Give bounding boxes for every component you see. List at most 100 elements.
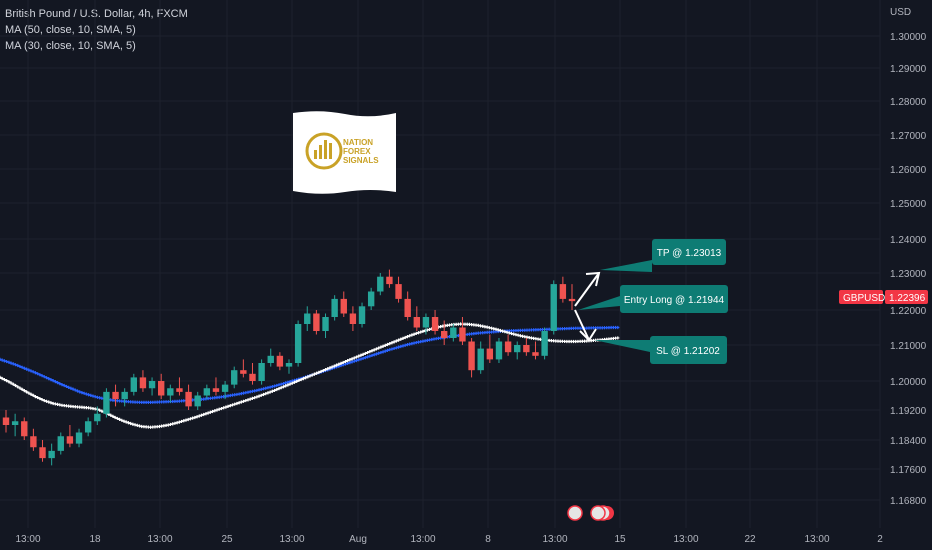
entry-callout-label: Entry Long @ 1.21944 xyxy=(624,295,725,306)
ma30-point xyxy=(261,392,266,397)
ma30-point xyxy=(235,401,239,406)
ma30-point xyxy=(494,327,498,331)
candle xyxy=(21,417,28,440)
candle xyxy=(185,384,192,410)
ma30-point xyxy=(0,375,2,379)
ma50-point xyxy=(7,360,11,364)
ma50-point xyxy=(403,343,407,347)
ma50-point xyxy=(47,377,51,381)
ma50-point xyxy=(401,344,405,348)
uk-flag-event-icon[interactable] xyxy=(590,505,606,521)
ma30-point xyxy=(385,342,390,347)
candle xyxy=(386,269,393,288)
entry-callout[interactable]: Entry Long @ 1.21944 xyxy=(578,285,728,313)
ma30-point xyxy=(2,377,7,382)
ma50-point xyxy=(377,351,381,355)
us-flag-event-icon[interactable] xyxy=(567,505,583,521)
price-axis[interactable]: USD 1.30000 1.29000 1.28000 1.27000 1.26000 1… xyxy=(890,7,927,507)
ma50-point xyxy=(348,361,352,365)
ma30-point xyxy=(224,405,228,409)
candle xyxy=(66,425,74,448)
ma30-point xyxy=(394,339,398,343)
candle xyxy=(304,306,311,331)
ma50-point xyxy=(394,346,398,350)
y-tick-label: 1.18400 xyxy=(890,436,927,447)
ma30-point xyxy=(370,349,374,353)
ma50-point xyxy=(69,386,73,390)
candle xyxy=(431,310,439,335)
candle xyxy=(267,348,274,367)
ma30-point xyxy=(381,344,385,348)
ma30-point xyxy=(288,382,292,386)
ma30-point xyxy=(226,404,230,408)
ma30-point xyxy=(5,379,9,383)
ma30-point xyxy=(308,374,312,378)
ma30-point xyxy=(7,380,11,384)
ma30-point xyxy=(379,345,383,349)
candle xyxy=(313,310,320,335)
ma50-point xyxy=(286,380,290,384)
ma30-point xyxy=(255,395,259,399)
ma30-point xyxy=(18,386,22,390)
ma30-point xyxy=(377,346,381,350)
y-tick-label: 1.26000 xyxy=(890,165,927,176)
candle xyxy=(514,341,521,360)
ma30-point xyxy=(507,331,511,335)
price-badge-symbol: GBPUSD xyxy=(843,293,885,304)
candle xyxy=(559,276,567,303)
ma30-point xyxy=(343,359,348,364)
ma30-point xyxy=(188,417,193,421)
ma30-point xyxy=(317,370,321,374)
ma30-point xyxy=(239,400,243,404)
ma30-point xyxy=(11,382,15,386)
ma30-point xyxy=(0,376,4,381)
candle xyxy=(568,284,576,310)
ma30-point xyxy=(109,413,113,417)
y-tick-label: 1.17600 xyxy=(890,465,927,476)
candle xyxy=(121,388,128,407)
ma30-point xyxy=(281,385,286,389)
ma50-point xyxy=(22,366,26,370)
ma30-point xyxy=(117,417,122,421)
ma50-point xyxy=(36,372,40,376)
trade-arrows xyxy=(574,271,601,342)
candle xyxy=(550,280,557,335)
ma30-point xyxy=(9,381,13,385)
ma30-point xyxy=(113,415,117,420)
candle xyxy=(148,377,156,396)
ma30-point xyxy=(277,387,281,391)
price-badge-value: 1.22396 xyxy=(889,293,926,304)
time-axis[interactable]: 13:00 18 13:00 25 13:00 Aug 13:00 8 13:00 15 13:00… xyxy=(15,534,883,545)
candle xyxy=(75,428,83,448)
ma30-point xyxy=(319,369,323,374)
ma50-point xyxy=(60,383,64,387)
ma30-point xyxy=(197,414,201,418)
tp-callout[interactable]: TP @ 1.23013 xyxy=(600,239,726,272)
y-tick-label: 1.16800 xyxy=(890,496,927,507)
ma30-point xyxy=(38,396,42,401)
sl-callout[interactable]: SL @ 1.21202 xyxy=(594,336,727,364)
ma50-indicator-label: MA (50, close, 10, SMA, 5) xyxy=(5,24,136,36)
economic-event-markers[interactable] xyxy=(567,505,614,521)
ma50-point xyxy=(49,378,53,382)
ma30-point xyxy=(186,417,190,422)
y-tick-label: 1.20000 xyxy=(890,377,927,388)
ma30-point xyxy=(421,329,425,333)
ma30-point xyxy=(290,381,294,385)
candle xyxy=(258,359,265,385)
ma30-point xyxy=(230,403,235,407)
candle xyxy=(39,440,46,462)
candle xyxy=(84,417,92,437)
y-tick-label: 1.19200 xyxy=(890,406,927,417)
ma50-point xyxy=(40,374,44,378)
ma50-point xyxy=(20,365,24,369)
candle xyxy=(203,384,211,400)
ma50-point xyxy=(5,359,9,364)
ma30-point xyxy=(330,365,334,369)
candle xyxy=(240,359,247,378)
ma50-point xyxy=(365,355,370,359)
ma50-point xyxy=(368,354,372,358)
ma30-point xyxy=(33,394,38,399)
ma30-point xyxy=(126,421,131,425)
